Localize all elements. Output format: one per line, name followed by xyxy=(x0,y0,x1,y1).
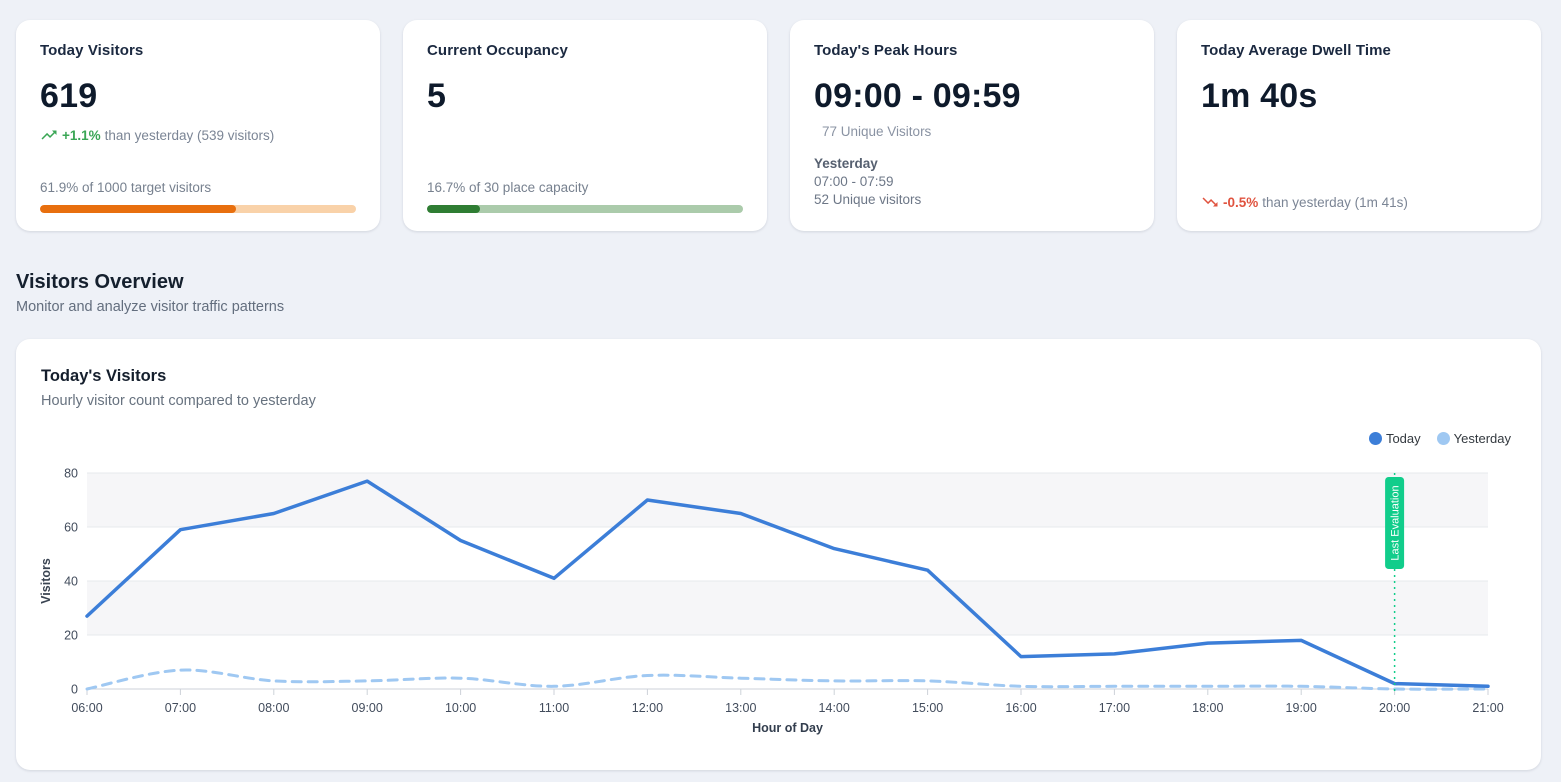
chart-title: Today's Visitors xyxy=(41,367,167,385)
card-title: Today Average Dwell Time xyxy=(1201,42,1391,59)
dwell-time-value: 1m 40s xyxy=(1201,77,1318,115)
legend-item-today[interactable]: Today xyxy=(1368,431,1421,446)
todays-visitors-chart-card: Today's Visitors Hourly visitor count co… xyxy=(16,339,1541,770)
occupancy-value: 5 xyxy=(427,77,447,115)
svg-text:08:00: 08:00 xyxy=(258,701,289,715)
svg-text:13:00: 13:00 xyxy=(725,701,756,715)
svg-text:0: 0 xyxy=(71,683,78,697)
svg-text:20:00: 20:00 xyxy=(1379,701,1410,715)
trend-text: than yesterday (1m 41s) xyxy=(1262,194,1408,210)
peak-unique-visitors: 77 Unique Visitors xyxy=(822,124,932,139)
yesterday-range: 07:00 - 07:59 xyxy=(814,174,894,190)
svg-text:21:00: 21:00 xyxy=(1472,701,1503,715)
current-occupancy-card: Current Occupancy 5 16.7% of 30 place ca… xyxy=(403,20,767,231)
today-legend-dot xyxy=(1368,432,1382,445)
trend-percent: -0.5% xyxy=(1223,194,1259,210)
svg-text:Last Evaluation: Last Evaluation xyxy=(1390,485,1402,560)
svg-text:80: 80 xyxy=(64,467,78,481)
yesterday-unique-visitors: 52 Unique visitors xyxy=(814,192,922,208)
visitors-progress-fill xyxy=(40,205,236,213)
occupancy-progress-fill xyxy=(427,205,480,213)
chart-legend: Today Yesterday xyxy=(1368,431,1511,446)
today-visitors-card: Today Visitors 619 +1.1% than yesterday … xyxy=(16,20,380,231)
yesterday-peak-block: Yesterday 07:00 - 07:59 52 Unique visito… xyxy=(814,155,1130,210)
target-progress-block: 61.9% of 1000 target visitors xyxy=(40,180,356,213)
legend-item-yesterday[interactable]: Yesterday xyxy=(1436,431,1511,446)
svg-text:15:00: 15:00 xyxy=(912,701,943,715)
chart-header: Today's Visitors Hourly visitor count co… xyxy=(16,339,1541,409)
trend-row: +1.1% than yesterday (539 visitors) xyxy=(40,126,356,144)
legend-label: Today xyxy=(1385,431,1421,446)
target-text: 61.9% of 1000 target visitors xyxy=(40,180,212,195)
today-visitors-value: 619 xyxy=(40,77,98,115)
svg-text:60: 60 xyxy=(64,521,78,535)
visitors-progress-track xyxy=(40,205,356,213)
trend-row: -0.5% than yesterday (1m 41s) xyxy=(1201,193,1408,211)
svg-text:Hour of Day: Hour of Day xyxy=(752,721,823,735)
trend-text: than yesterday (539 visitors) xyxy=(104,127,275,143)
chart-subtitle: Hourly visitor count compared to yesterd… xyxy=(41,393,316,409)
svg-text:16:00: 16:00 xyxy=(1005,701,1036,715)
card-title: Current Occupancy xyxy=(427,42,568,59)
svg-text:14:00: 14:00 xyxy=(819,701,850,715)
card-title: Today's Peak Hours xyxy=(814,42,958,59)
peak-hours-value: 09:00 - 09:59 xyxy=(814,77,1021,115)
svg-text:40: 40 xyxy=(64,575,78,589)
svg-text:09:00: 09:00 xyxy=(352,701,383,715)
svg-text:17:00: 17:00 xyxy=(1099,701,1130,715)
section-subtitle: Monitor and analyze visitor traffic patt… xyxy=(16,299,285,315)
svg-text:18:00: 18:00 xyxy=(1192,701,1223,715)
svg-text:12:00: 12:00 xyxy=(632,701,663,715)
svg-text:07:00: 07:00 xyxy=(165,701,196,715)
visitors-overview-header: Visitors Overview Monitor and analyze vi… xyxy=(16,271,1541,315)
capacity-text: 16.7% of 30 place capacity xyxy=(427,180,589,195)
yesterday-legend-dot xyxy=(1436,432,1450,445)
dwell-time-card: Today Average Dwell Time 1m 40s -0.5% th… xyxy=(1177,20,1541,231)
trend-percent: +1.1% xyxy=(62,127,101,143)
occupancy-progress-track xyxy=(427,205,743,213)
yesterday-label: Yesterday xyxy=(814,156,878,171)
svg-text:19:00: 19:00 xyxy=(1286,701,1317,715)
svg-text:06:00: 06:00 xyxy=(71,701,102,715)
card-title: Today Visitors xyxy=(40,42,144,59)
svg-text:10:00: 10:00 xyxy=(445,701,476,715)
trending-down-icon xyxy=(1201,193,1219,211)
capacity-progress-block: 16.7% of 30 place capacity xyxy=(427,180,743,213)
svg-text:11:00: 11:00 xyxy=(539,701,569,715)
svg-text:Visitors: Visitors xyxy=(39,558,53,604)
peak-hours-card: Today's Peak Hours 09:00 - 09:59 77 Uniq… xyxy=(790,20,1154,231)
svg-text:20: 20 xyxy=(64,629,78,643)
section-title: Visitors Overview xyxy=(16,271,184,293)
trending-up-icon xyxy=(40,126,58,144)
legend-label: Yesterday xyxy=(1453,431,1511,446)
kpi-cards-row: Today Visitors 619 +1.1% than yesterday … xyxy=(16,20,1541,231)
visitors-line-chart: 0 20 40 60 80 06:00 07:00 08:00 09:00 10:00 11:00 1… xyxy=(39,467,1504,736)
